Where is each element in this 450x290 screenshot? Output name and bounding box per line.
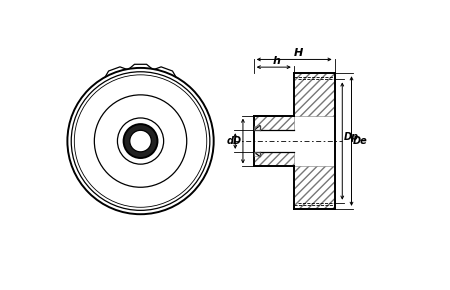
Text: h: h	[273, 56, 281, 66]
Bar	[254, 152, 260, 157]
Bar	[254, 152, 294, 166]
Bar	[294, 73, 334, 116]
Text: H: H	[293, 48, 302, 58]
Bar	[254, 126, 260, 130]
Text: D: D	[233, 136, 241, 146]
Circle shape	[124, 124, 158, 158]
Text: De: De	[353, 136, 368, 146]
Circle shape	[130, 130, 151, 152]
Bar	[254, 116, 294, 130]
Text: d: d	[227, 136, 234, 146]
Bar	[294, 166, 334, 209]
Text: Dp: Dp	[344, 132, 359, 142]
